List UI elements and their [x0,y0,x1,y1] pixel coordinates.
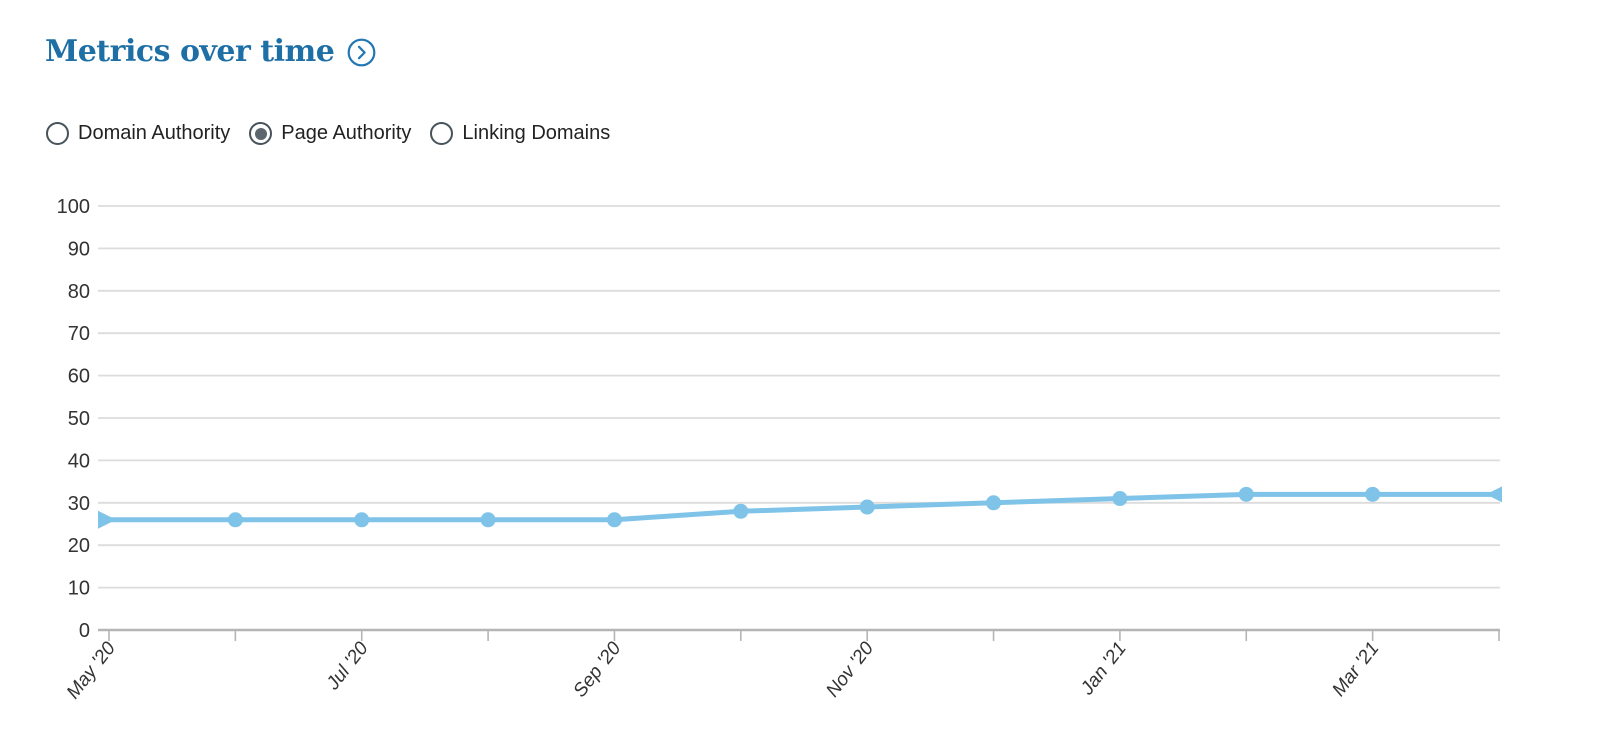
y-axis-tick-label: 70 [68,323,90,345]
data-point-marker[interactable] [1365,486,1381,502]
y-axis-tick-label: 30 [68,493,90,515]
data-point-marker[interactable] [986,495,1002,511]
data-point-marker[interactable] [480,512,496,528]
panel-header: Metrics over time [45,34,376,69]
data-point-marker[interactable] [354,512,370,528]
series-line-page-authority [109,491,1499,523]
x-axis-tick-label: May '20 [63,638,120,703]
y-axis-tick-label: 80 [68,281,90,303]
radio-icon [430,122,454,145]
y-axis-tick-label: 60 [68,366,90,388]
x-axis-tick-label: Jul '20 [322,638,373,695]
series-end-marker[interactable] [1486,486,1502,503]
radio-domain-authority[interactable]: Domain Authority [46,122,230,145]
data-point-marker[interactable] [227,512,243,528]
y-axis-tick-label: 50 [68,408,90,430]
page-title[interactable]: Metrics over time [45,34,335,69]
series-start-marker[interactable] [98,510,116,529]
x-axis-tick-label: Jan '21 [1076,638,1131,700]
y-axis-tick-label: 100 [57,196,90,218]
radio-label: Linking Domains [462,122,611,144]
radio-label: Page Authority [281,122,412,144]
radio-linking-domains[interactable]: Linking Domains [430,122,610,145]
radio-icon [249,122,273,145]
y-axis-tick-label: 20 [68,535,90,557]
chevron-right-circle-icon[interactable] [347,38,376,67]
data-point-marker[interactable] [859,499,875,515]
y-axis-tick-label: 40 [68,450,90,472]
y-axis-tick-label: 90 [68,238,90,260]
x-axis-tick-label: Mar '21 [1328,638,1383,700]
x-axis-tick-label: Nov '20 [822,638,878,702]
data-point-marker[interactable] [606,512,622,528]
radio-icon [46,122,69,145]
x-axis-tick-label: Sep '20 [570,638,626,702]
y-axis-tick-label: 10 [68,578,90,600]
data-point-marker[interactable] [1238,486,1254,502]
data-point-marker[interactable] [1112,491,1128,507]
metric-radio-group: Domain Authority Page Authority Linking … [46,122,610,145]
y-axis-tick-label: 0 [79,620,90,642]
radio-page-authority[interactable]: Page Authority [249,122,411,145]
radio-label: Domain Authority [78,122,231,144]
data-point-marker[interactable] [733,503,749,519]
